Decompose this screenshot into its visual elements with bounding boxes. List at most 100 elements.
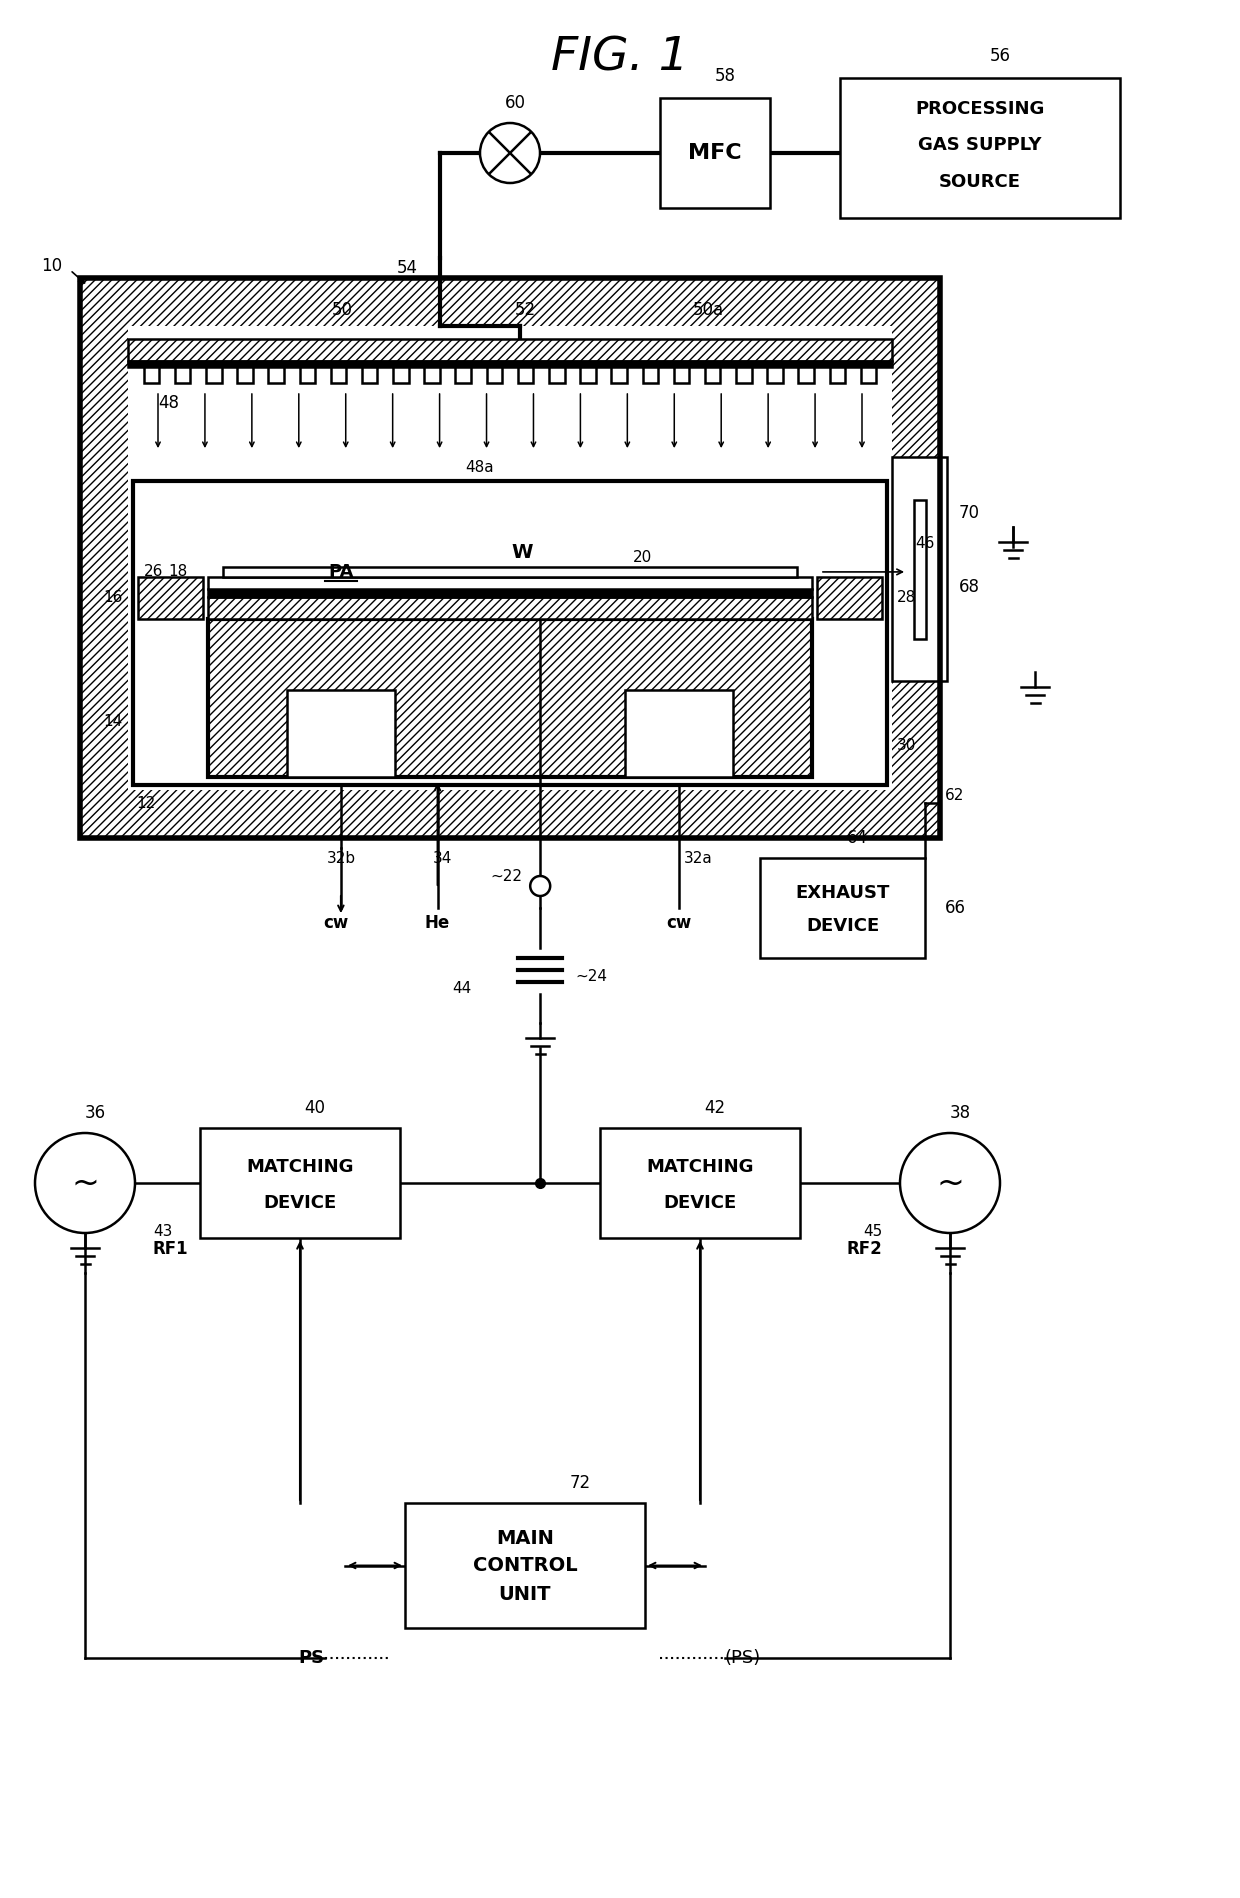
Bar [223,568,797,577]
Bar [81,790,940,839]
Text: ~22: ~22 [490,869,522,883]
Bar [208,588,812,596]
Text: SOURCE: SOURCE [939,173,1021,190]
Text: 26: 26 [144,564,162,579]
Bar [673,366,689,383]
Text: 16: 16 [104,590,123,605]
Bar [144,366,159,383]
Text: 66: 66 [945,900,966,917]
Bar [138,577,203,619]
Bar [455,366,471,383]
Bar [133,480,887,786]
Text: MATCHING: MATCHING [247,1158,353,1175]
Bar [737,366,751,383]
Text: 60: 60 [505,95,526,112]
Circle shape [900,1133,999,1234]
Bar [892,277,940,839]
Bar [286,691,396,776]
Bar [81,277,128,839]
Text: RF2: RF2 [846,1239,882,1258]
Bar [518,366,533,383]
Bar [331,366,346,383]
Bar [914,499,925,638]
Text: 38: 38 [950,1105,971,1122]
Text: 58: 58 [714,66,735,85]
Bar [839,78,1120,218]
Bar [642,366,658,383]
Bar [600,1127,800,1237]
Text: 50a: 50a [693,302,724,319]
Bar [208,577,812,588]
Text: 10: 10 [41,256,62,275]
Text: MAIN: MAIN [496,1528,554,1547]
Text: GAS SUPPLY: GAS SUPPLY [919,137,1042,154]
Text: W: W [511,543,533,562]
Text: DEVICE: DEVICE [263,1194,336,1211]
Text: MFC: MFC [688,142,742,163]
Bar [405,1503,645,1628]
Text: 30: 30 [897,738,916,754]
Bar [704,366,720,383]
Bar [208,596,812,619]
Text: 46: 46 [915,537,935,552]
Bar [175,366,191,383]
Text: 72: 72 [569,1475,590,1492]
Text: UNIT: UNIT [498,1585,552,1604]
Text: 14: 14 [104,714,123,729]
Text: 54: 54 [397,258,418,277]
Bar [81,277,940,839]
Bar [208,619,812,776]
Bar [206,366,222,383]
Text: 45: 45 [863,1224,882,1239]
Text: 62: 62 [945,788,965,803]
Bar [861,366,877,383]
Text: 68: 68 [959,579,980,596]
Text: ~24: ~24 [575,968,608,983]
Bar [799,366,813,383]
Bar [81,277,940,326]
Text: 48a: 48a [465,459,494,474]
Bar [830,366,846,383]
Bar [486,366,502,383]
Text: 20: 20 [634,550,652,566]
Text: DEVICE: DEVICE [806,917,879,936]
Bar [817,577,882,619]
Text: 32b: 32b [326,850,356,865]
Text: 18: 18 [169,564,188,579]
Text: 56: 56 [990,47,1011,65]
Bar [81,277,940,326]
Text: 12: 12 [136,795,155,810]
Text: FIG. 1: FIG. 1 [551,36,689,80]
Bar [424,366,440,383]
Text: 28: 28 [897,590,916,605]
Text: 42: 42 [704,1099,725,1118]
Bar [768,366,782,383]
Text: 36: 36 [84,1105,105,1122]
Bar [660,99,770,209]
Bar [128,361,892,366]
Text: CONTROL: CONTROL [472,1556,578,1575]
Circle shape [480,123,539,182]
Text: RF1: RF1 [153,1239,188,1258]
Circle shape [35,1133,135,1234]
Text: (PS): (PS) [725,1649,761,1666]
Text: PA: PA [329,564,353,581]
Bar [760,858,925,958]
Bar [237,366,253,383]
Text: 43: 43 [153,1224,172,1239]
Bar [138,577,203,619]
Text: 34: 34 [433,850,453,865]
Text: He: He [425,915,450,932]
Text: cw: cw [666,915,692,932]
Bar [817,577,882,619]
Text: 44: 44 [453,981,471,995]
Text: 64: 64 [847,829,868,847]
Bar [128,340,892,361]
Bar [549,366,564,383]
Text: PROCESSING: PROCESSING [915,101,1044,118]
Text: 70: 70 [959,505,980,522]
Bar [300,366,315,383]
Text: MATCHING: MATCHING [646,1158,754,1175]
Bar [200,1127,401,1237]
Text: 32a: 32a [684,850,713,865]
